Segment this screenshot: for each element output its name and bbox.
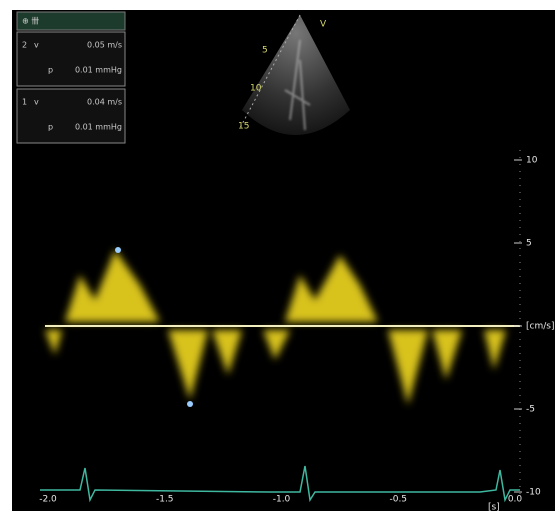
velocity-label: v <box>34 98 39 107</box>
pressure-label: p <box>48 66 53 75</box>
measurement-index: 2 <box>22 41 27 50</box>
pressure-value: 0.01 mmHg <box>75 66 122 75</box>
time-tick-label: 0.0 <box>508 495 523 505</box>
page: {"header": {"label": "⊕ 卌"}, "measuremen… <box>0 0 555 511</box>
sector-depth: 15 <box>238 122 249 132</box>
measurement-index: 1 <box>22 98 27 107</box>
pressure-label: p <box>48 123 53 132</box>
sector-marker: V <box>320 20 327 30</box>
velocity-tick-label: -10 <box>526 488 541 498</box>
velocity-label: v <box>34 41 39 50</box>
sector-depth: 5 <box>262 46 268 56</box>
velocity-value: 0.04 m/s <box>87 98 122 107</box>
sector-depth: 10 <box>250 84 262 94</box>
ultrasound-screen: ⊕ 卌 2v0.05 m/sp0.01 mmHg1v0.04 m/sp0.01 … <box>0 0 555 511</box>
velocity-tick-label: [cm/s] <box>526 322 554 332</box>
cursor-marker <box>187 401 193 407</box>
time-unit: [s] <box>488 503 500 511</box>
velocity-tick-label: 5 <box>526 239 532 249</box>
header-label: ⊕ 卌 <box>22 17 39 26</box>
time-tick-label: -1.0 <box>273 495 291 505</box>
time-tick-label: -1.5 <box>156 495 174 505</box>
cursor-marker <box>115 247 121 253</box>
time-tick-label: -0.5 <box>389 495 407 505</box>
pressure-value: 0.01 mmHg <box>75 123 122 132</box>
time-tick-label: -2.0 <box>39 495 57 505</box>
velocity-value: 0.05 m/s <box>87 41 122 50</box>
velocity-tick-label: 10 <box>526 156 538 166</box>
velocity-tick-label: -5 <box>526 405 535 415</box>
